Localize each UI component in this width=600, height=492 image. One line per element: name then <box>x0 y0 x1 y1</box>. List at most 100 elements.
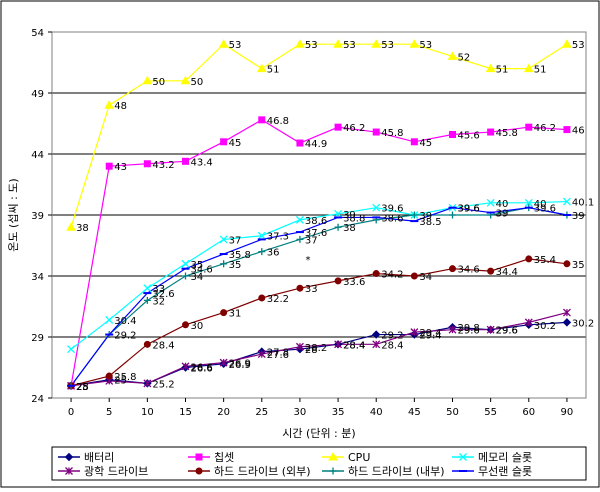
series-3-point <box>105 315 114 324</box>
data-label: 53 <box>419 40 432 51</box>
series-2-point <box>180 75 191 85</box>
data-label: 38.6 <box>381 213 403 224</box>
x-tick-label: 50 <box>446 407 459 418</box>
data-label: 38.8 <box>343 213 365 224</box>
series-5-point <box>258 294 266 302</box>
data-label: 43 <box>114 162 127 173</box>
data-label: 38.6 <box>305 216 327 227</box>
x-tick-label: 0 <box>68 407 74 418</box>
data-label: 27.8 <box>267 348 289 359</box>
data-label: 43.4 <box>191 157 213 168</box>
data-label: 26.6 <box>191 364 213 375</box>
data-label: 46.8 <box>267 116 289 127</box>
series-5-point <box>182 321 189 329</box>
data-label: 30.4 <box>114 316 136 327</box>
series-4-point <box>143 379 152 388</box>
series-4-point <box>524 318 533 327</box>
series-3-point <box>67 345 76 354</box>
series-2-point <box>371 39 382 48</box>
data-label: 35 <box>191 260 204 271</box>
series-line-3 <box>70 200 567 350</box>
series-6-point <box>143 296 151 304</box>
data-label: 40 <box>534 199 547 210</box>
data-label: 48 <box>114 101 127 112</box>
data-label: 30.2 <box>572 318 594 329</box>
y-tick-label: 39 <box>31 211 44 222</box>
data-label: 37 <box>229 235 242 246</box>
data-label: 25 <box>76 382 89 393</box>
data-label: 28.4 <box>343 340 365 351</box>
series-5-point <box>296 284 304 292</box>
data-label: 29.6 <box>458 326 480 337</box>
series-1-point <box>410 138 418 146</box>
legend-label: 광학 드라이브 <box>84 465 148 478</box>
data-label: 40.1 <box>572 198 594 209</box>
data-label: 53 <box>381 40 394 51</box>
data-label: 25 <box>76 382 89 393</box>
series-line-2 <box>70 43 568 228</box>
series-4-point <box>334 340 343 349</box>
series-1-point <box>220 138 228 146</box>
series-2-point <box>218 39 229 48</box>
series-markers <box>66 39 572 391</box>
series-6-point <box>296 235 304 243</box>
data-label: 28.2 <box>305 343 327 354</box>
legend-marker <box>64 452 74 462</box>
data-label: 39.6 <box>458 204 480 215</box>
data-label: 34 <box>419 272 432 283</box>
series-3-point <box>257 231 266 240</box>
series-1-point <box>105 162 113 170</box>
data-label: 53 <box>343 40 356 51</box>
data-label: 29.6 <box>496 326 518 337</box>
data-label: 50 <box>191 77 204 88</box>
series-3-point <box>372 203 381 212</box>
legend-marker <box>195 467 203 475</box>
data-label: 39.6 <box>458 204 480 215</box>
data-label: 32 <box>152 296 165 307</box>
series-5-point <box>563 260 571 268</box>
data-label: 53 <box>305 40 318 51</box>
x-tick-label: 25 <box>255 407 268 418</box>
data-label: 43.2 <box>152 160 174 171</box>
data-label: 39 <box>572 211 585 222</box>
data-label: 38 <box>76 223 89 234</box>
y-axis-label: 온도 (섭씨 : 도) <box>7 178 20 251</box>
grid-lines <box>52 92 586 338</box>
series-3-point <box>334 209 343 218</box>
series-2-point <box>256 63 267 73</box>
data-label: 29.2 <box>381 331 403 342</box>
legend-marker <box>195 453 203 461</box>
series-6-point <box>220 260 228 268</box>
legend-label: CPU <box>348 451 370 464</box>
data-label: 51 <box>534 65 547 76</box>
series-lines <box>70 43 568 387</box>
data-label: 28.4 <box>381 340 403 351</box>
data-label: 46.2 <box>343 123 365 134</box>
series-0-point <box>562 318 572 327</box>
series-5-point <box>105 372 113 380</box>
legend-marker <box>328 451 338 461</box>
series-5-point <box>334 277 342 285</box>
data-label: 46.2 <box>534 123 556 134</box>
data-label: 29.4 <box>419 328 441 339</box>
data-label: 38.5 <box>419 217 441 228</box>
data-label: 39.6 <box>381 204 403 215</box>
data-label: 29.8 <box>458 323 480 334</box>
data-label: 28.4 <box>152 340 174 351</box>
y-tick-label: 44 <box>31 150 44 161</box>
series-2-point <box>447 51 458 60</box>
data-label: 28 <box>305 345 318 356</box>
data-label: 45.6 <box>458 130 480 141</box>
series-3-point <box>219 235 228 244</box>
data-label: 45 <box>419 138 432 149</box>
data-label: 30 <box>191 321 204 332</box>
legend-label: 하드 드라이브 (내부) <box>348 464 445 478</box>
data-label: 36 <box>267 248 280 259</box>
data-label: 35 <box>572 260 585 271</box>
data-label: 45 <box>229 138 242 149</box>
data-label: 33 <box>305 284 318 295</box>
data-label: 45.8 <box>496 128 518 139</box>
data-label: 32.2 <box>267 294 289 305</box>
